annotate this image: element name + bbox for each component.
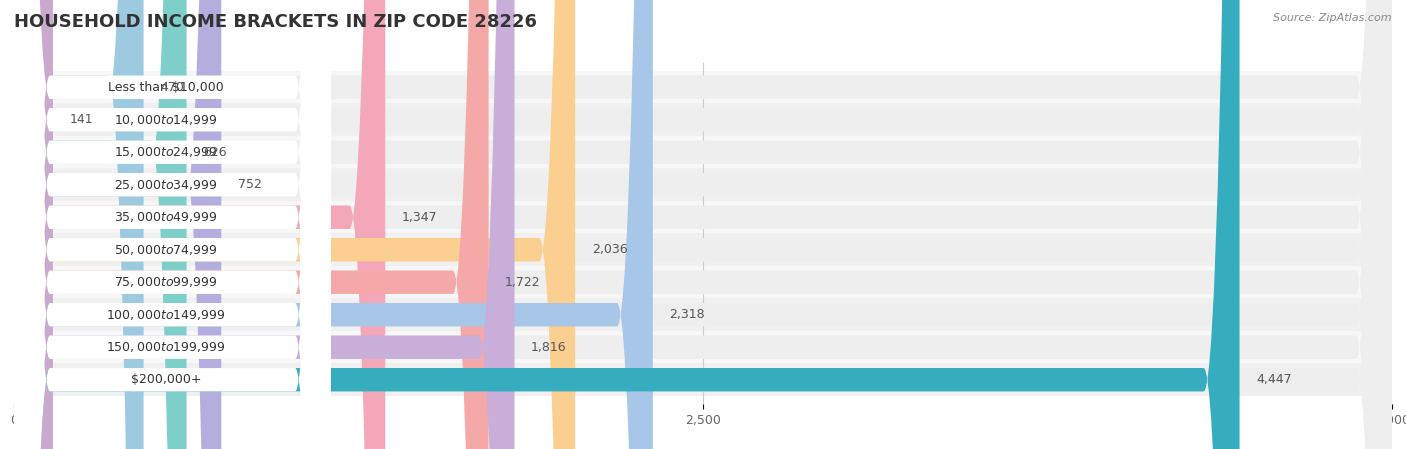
Text: 470: 470 [160,81,184,94]
FancyBboxPatch shape [14,103,1392,136]
FancyBboxPatch shape [14,0,53,449]
FancyBboxPatch shape [14,168,1392,201]
Text: 2,036: 2,036 [592,243,627,256]
Text: 626: 626 [202,146,226,159]
FancyBboxPatch shape [14,0,330,449]
Text: $50,000 to $74,999: $50,000 to $74,999 [114,243,218,257]
Text: 1,816: 1,816 [531,341,567,354]
Text: 2,318: 2,318 [669,308,704,321]
FancyBboxPatch shape [14,201,1392,234]
Text: 752: 752 [238,178,262,191]
FancyBboxPatch shape [14,0,652,449]
FancyBboxPatch shape [14,0,330,449]
FancyBboxPatch shape [14,0,1392,449]
FancyBboxPatch shape [14,0,330,449]
Text: $10,000 to $14,999: $10,000 to $14,999 [114,113,218,127]
FancyBboxPatch shape [14,0,187,449]
Text: $75,000 to $99,999: $75,000 to $99,999 [114,275,218,289]
Text: $15,000 to $24,999: $15,000 to $24,999 [114,145,218,159]
FancyBboxPatch shape [14,0,330,449]
FancyBboxPatch shape [14,363,1392,396]
FancyBboxPatch shape [14,0,489,449]
Text: Less than $10,000: Less than $10,000 [108,81,224,94]
FancyBboxPatch shape [14,0,575,449]
FancyBboxPatch shape [14,0,1392,449]
FancyBboxPatch shape [14,0,515,449]
Text: $25,000 to $34,999: $25,000 to $34,999 [114,178,218,192]
Text: $100,000 to $149,999: $100,000 to $149,999 [107,308,226,322]
FancyBboxPatch shape [14,266,1392,299]
FancyBboxPatch shape [14,0,330,449]
FancyBboxPatch shape [14,233,1392,266]
FancyBboxPatch shape [14,0,330,449]
FancyBboxPatch shape [14,0,221,449]
FancyBboxPatch shape [14,0,330,449]
FancyBboxPatch shape [14,0,385,449]
FancyBboxPatch shape [14,0,1392,449]
Text: 4,447: 4,447 [1256,373,1292,386]
FancyBboxPatch shape [14,0,1392,449]
Text: 1,722: 1,722 [505,276,541,289]
FancyBboxPatch shape [14,0,143,449]
FancyBboxPatch shape [14,0,1392,449]
FancyBboxPatch shape [14,136,1392,169]
Text: $200,000+: $200,000+ [131,373,201,386]
Text: $35,000 to $49,999: $35,000 to $49,999 [114,210,218,224]
FancyBboxPatch shape [14,330,1392,364]
FancyBboxPatch shape [14,0,1392,449]
FancyBboxPatch shape [14,0,1392,449]
FancyBboxPatch shape [14,0,330,449]
FancyBboxPatch shape [14,0,330,449]
FancyBboxPatch shape [14,298,1392,331]
Text: Source: ZipAtlas.com: Source: ZipAtlas.com [1274,13,1392,23]
FancyBboxPatch shape [14,0,330,449]
FancyBboxPatch shape [14,0,1392,449]
FancyBboxPatch shape [14,0,1392,449]
FancyBboxPatch shape [14,0,1392,449]
Text: 141: 141 [69,113,93,126]
Text: 1,347: 1,347 [402,211,437,224]
Text: HOUSEHOLD INCOME BRACKETS IN ZIP CODE 28226: HOUSEHOLD INCOME BRACKETS IN ZIP CODE 28… [14,13,537,31]
FancyBboxPatch shape [14,0,1240,449]
Text: $150,000 to $199,999: $150,000 to $199,999 [107,340,226,354]
FancyBboxPatch shape [14,70,1392,104]
